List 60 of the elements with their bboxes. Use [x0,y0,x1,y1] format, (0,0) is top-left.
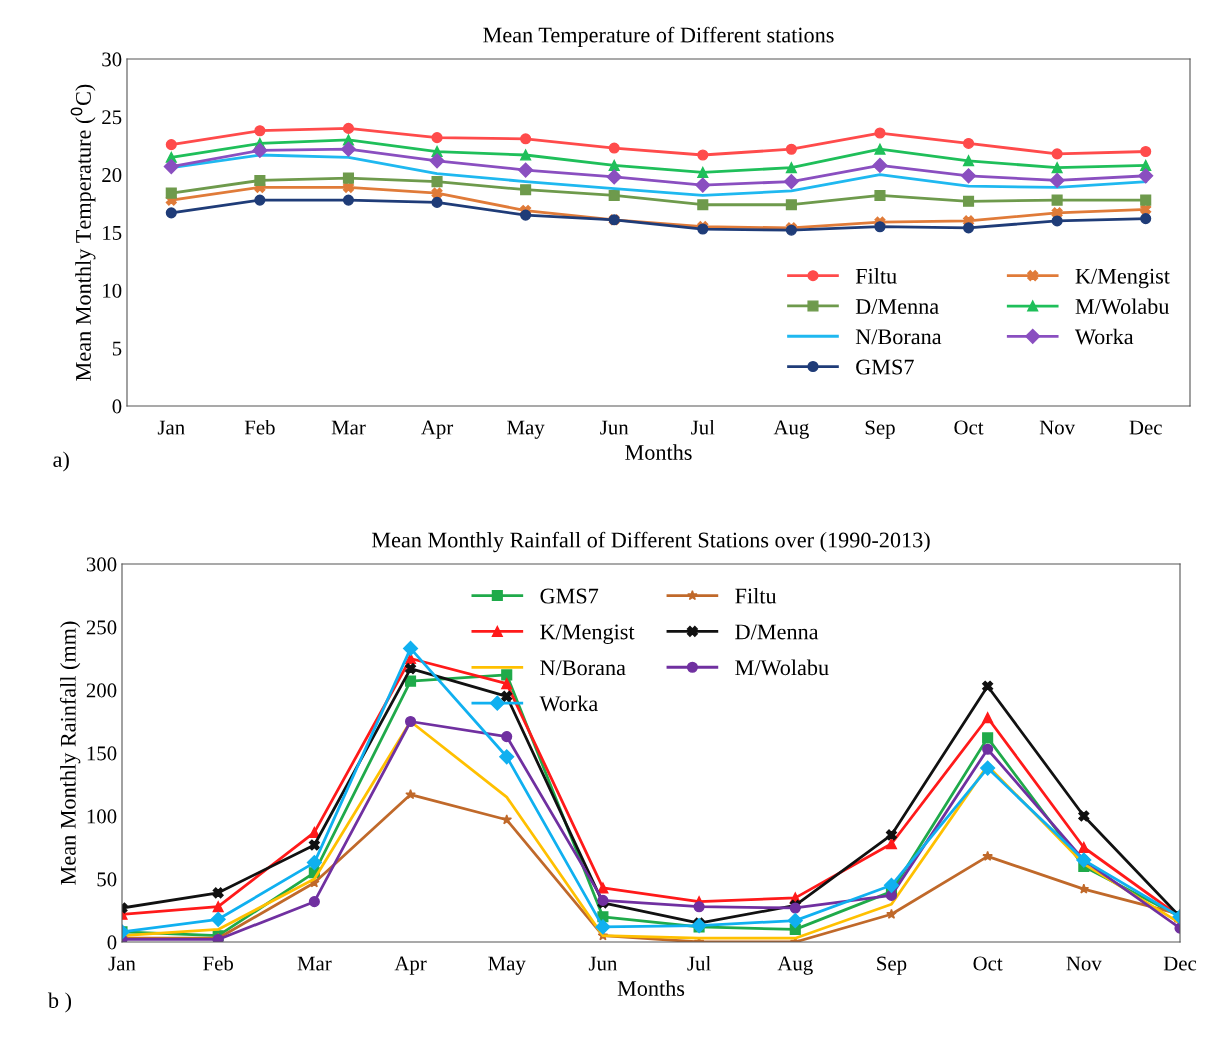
y-tick-label: 250 [86,620,117,635]
y-tick-label: 50 [97,872,117,887]
x-axis-title: Months [617,980,685,996]
legend-label: Filtu [855,268,897,284]
y-tick-label: 0 [107,935,117,950]
x-tick-label: Oct [954,420,984,435]
legend-label: M/Wolabu [1075,298,1170,315]
x-tick-label: Jul [691,419,715,435]
text: b ) [47,992,72,1013]
x-tick-label: Apr [421,420,454,439]
y-tick-label: 5 [112,341,122,356]
y-tick-label: 0 [112,399,122,414]
x-tick-label: Sep [877,956,907,975]
x-tick-label: May [507,420,545,439]
y-tick-label: 100 [87,809,117,824]
x-tick-label: Oct [973,956,1003,971]
y-tick-label: 150 [87,746,117,761]
y-axis-title: Mean Monthly Rainfall (mm) [59,621,81,885]
legend-label: GMS7 [540,588,599,604]
y-tick-label: 30 [102,52,122,67]
x-tick-label: Mar [297,956,332,971]
x-tick-label: Aug [777,956,813,975]
legend-label: K/Mengist [540,624,635,644]
x-tick-label: Feb [203,955,234,971]
legend-label: Worka [1074,328,1134,345]
x-tick-label: Sep [865,420,895,439]
y-tick-label: 20 [102,168,122,183]
x-tick-label: Dec [1163,956,1197,971]
x-tick-label: Aug [773,420,809,439]
chart-title: Mean Monthly Rainfall of Different Stations over (1990-2013) [371,531,930,553]
legend-label: D/Menna [855,299,939,314]
x-tick-label: May [488,956,526,975]
legend-label: N/Borana [855,329,942,345]
legend-label: M/Wolabu [735,659,829,676]
x-tick-label: Jul [687,955,711,971]
x-tick-label: Nov [1039,420,1076,435]
x-tick-label: Mar [331,420,366,435]
y-tick-label: 10 [103,283,122,298]
x-tick-label: Nov [1066,956,1102,971]
x-tick-label: Jan [157,420,185,435]
y-tick-label: 25 [102,110,122,125]
legend-label: N/Borana [540,660,626,676]
chart-title: Mean Temperature of Different stations [483,26,834,48]
x-tick-label: Jan [108,956,136,971]
x-tick-label: Jun [588,956,618,971]
x-tick-label: Apr [394,956,427,975]
legend-label: K/Mengist [1075,268,1170,289]
y-tick-label: 15 [103,225,122,240]
legend-label: Filtu [735,587,777,604]
legend-label: GMS7 [856,359,914,375]
x-tick-label: Dec [1129,420,1162,435]
y-tick-label: 200 [86,683,117,698]
x-tick-label: Feb [244,419,275,435]
x-axis-title: Months [625,444,692,460]
y-tick-label: 300 [86,557,117,572]
legend-label: Worka [539,695,598,712]
x-tick-label: Jun [600,420,629,435]
text: a) [53,451,69,472]
legend-label: D/Menna [735,624,819,640]
y-axis-title: Mean Monthly Temperature ($^{0}$C) [70,84,96,381]
